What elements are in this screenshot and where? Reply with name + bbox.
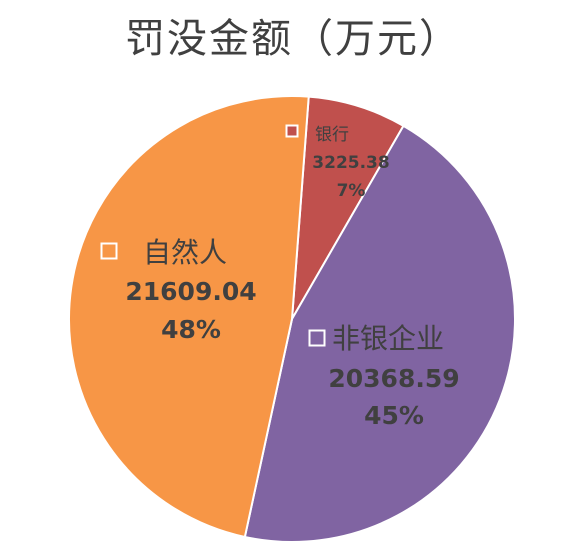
legend-key-0 [285, 124, 299, 138]
slice-percent-label-1: 45% [364, 401, 424, 430]
pie-slice-0 [291, 95, 405, 320]
pie-slice-2 [68, 95, 310, 539]
chart-title: 罚没金额（万元） [125, 16, 461, 62]
slice-category-label-2: 自然人 [143, 236, 227, 269]
slice-value-label-1: 20368.59 [328, 364, 459, 393]
legend-key-1 [308, 329, 326, 347]
pie-slice-1 [243, 124, 516, 543]
slice-category-label-1: 非银企业 [332, 322, 444, 355]
slice-value-label-2: 21609.04 [125, 277, 256, 306]
slice-value-label-0: 3225.38 [312, 153, 389, 173]
slice-category-label-0: 银行 [315, 125, 349, 145]
slice-percent-label-2: 48% [161, 315, 221, 344]
slice-percent-label-0: 7% [337, 181, 366, 201]
legend-key-2 [100, 242, 118, 260]
